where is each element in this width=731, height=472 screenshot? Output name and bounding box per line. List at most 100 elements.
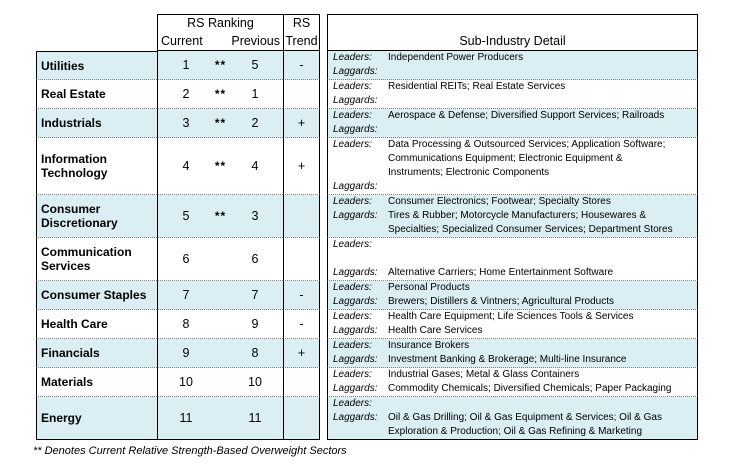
rs-ranking-cell: 5 ** 3: [157, 195, 283, 238]
rs-trend-title-line1: RS: [292, 16, 311, 30]
detail-text: Insurance Brokers: [388, 340, 470, 351]
detail-label: Laggards:: [333, 354, 378, 365]
column-gap: [320, 51, 327, 80]
detail-line: Leaders: Aerospace & Defense; Diversified…: [328, 109, 697, 123]
detail-line: Leaders: Industrial Gases; Metal & Glass …: [328, 368, 697, 382]
rank-current-value: 10: [179, 375, 193, 389]
sector-cell: Health Care: [36, 310, 157, 339]
detail-text: Aerospace & Defense; Diversified Support…: [388, 110, 665, 121]
rank-previous-value: 2: [251, 116, 259, 130]
overweight-stars: **: [214, 159, 227, 173]
detail-line: Laggards:: [328, 94, 697, 108]
sector-name: Health Care: [41, 317, 108, 331]
trend-value: +: [297, 346, 306, 360]
detail-line: Laggards:: [328, 123, 697, 137]
detail-label: Leaders:: [333, 369, 372, 380]
rank-previous-value: 9: [251, 317, 259, 331]
rank-current-value: 7: [182, 288, 190, 302]
trend-value: +: [297, 116, 306, 130]
detail-line: Laggards:: [328, 65, 697, 79]
column-gap: [320, 138, 327, 195]
detail-label: Laggards:: [333, 66, 378, 77]
overweight-stars: **: [214, 209, 227, 223]
sub-industry-cell: Leaders: Industrial Gases; Metal & Glass …: [327, 368, 698, 397]
rank-previous-value: 8: [251, 346, 259, 360]
detail-line: Leaders: Data Processing & Outsourced Ser…: [328, 138, 697, 152]
detail-line: Leaders: Insurance Brokers: [328, 339, 697, 353]
rs-trend-title-line2: Trend: [285, 34, 318, 48]
sub-industry-cell: Leaders: Laggards: Oil & Gas Drilling; Oil…: [327, 397, 698, 440]
rs-ranking-cell: 3 ** 2: [157, 109, 283, 138]
detail-label: Leaders:: [333, 52, 372, 63]
detail-label: Leaders:: [333, 139, 372, 150]
overweight-stars: **: [214, 87, 227, 101]
detail-label: [328, 425, 388, 439]
detail-label: Laggards:: [333, 383, 378, 394]
header-empty-corner: [36, 14, 157, 51]
overweight-stars: **: [214, 116, 227, 130]
detail-text: Oil & Gas Drilling; Oil & Gas Equipment …: [388, 412, 662, 423]
detail-label: [328, 252, 388, 266]
detail-line: Leaders: Personal Products: [328, 281, 697, 295]
sub-industry-cell: Leaders: Residential REITs; Real Estate S…: [327, 80, 698, 109]
rs-ranking-cell: 4 ** 4: [157, 138, 283, 195]
detail-text: Communications Equipment; Electronic Equ…: [388, 153, 623, 164]
column-gap: [320, 310, 327, 339]
sector-cell: Materials: [36, 368, 157, 397]
detail-line: Laggards: Tires & Rubber; Motorcycle Manu…: [328, 209, 697, 223]
rank-current-value: 4: [182, 159, 190, 173]
detail-label: Laggards:: [333, 296, 378, 307]
rank-previous-value: 10: [248, 375, 262, 389]
detail-text: Specialties; Specialized Consumer Servic…: [388, 224, 673, 235]
detail-line: Leaders:: [328, 238, 697, 252]
rs-ranking-cell: 6 6: [157, 238, 283, 281]
header-rs-ranking: RS Ranking Current Previous: [157, 14, 283, 51]
detail-label: Leaders:: [333, 340, 372, 351]
sub-industry-title: Sub-Industry Detail: [459, 34, 566, 48]
detail-label: Laggards:: [333, 267, 378, 278]
column-gap: [320, 238, 327, 281]
sector-cell: Utilities: [36, 51, 157, 80]
trend-value: -: [299, 288, 304, 302]
detail-line: Laggards: Commodity Chemicals; Diversifie…: [328, 382, 697, 396]
detail-line: Leaders: Consumer Electronics; Footwear; …: [328, 195, 697, 209]
rank-previous-value: 4: [251, 159, 259, 173]
rs-trend-cell: -: [283, 51, 320, 80]
detail-text: Tires & Rubber; Motorcycle Manufacturers…: [388, 210, 647, 221]
rank-current-value: 9: [182, 346, 190, 360]
sector-cell: Information Technology: [36, 138, 157, 195]
trend-value: -: [299, 58, 304, 72]
rs-trend-cell: +: [283, 339, 320, 368]
rank-current-value: 2: [182, 87, 190, 101]
detail-label: Leaders:: [333, 239, 372, 250]
sector-name: Industrials: [41, 116, 102, 130]
rank-previous-value: 11: [248, 411, 262, 425]
sub-industry-cell: Leaders: Insurance Brokers Laggards: Invest…: [327, 339, 698, 368]
trend-value: +: [297, 159, 306, 173]
detail-label: [328, 152, 388, 166]
detail-text: Data Processing & Outsourced Services; A…: [388, 139, 666, 150]
detail-line: [328, 252, 697, 266]
detail-label: Laggards:: [333, 325, 378, 336]
column-gap: [320, 195, 327, 238]
rank-current-value: 6: [182, 252, 190, 266]
detail-text: Consumer Electronics; Footwear; Specialt…: [388, 196, 611, 207]
rs-trend-cell: [283, 368, 320, 397]
rs-ranking-title: RS Ranking: [187, 16, 254, 30]
rank-previous-value: 1: [251, 87, 259, 101]
column-gap: [320, 281, 327, 310]
detail-text: Industrial Gases; Metal & Glass Containe…: [388, 369, 580, 380]
detail-line: Exploration & Production; Oil & Gas Refi…: [328, 425, 697, 439]
detail-text: Independent Power Producers: [388, 52, 524, 63]
sector-name: Communication Services: [41, 245, 132, 273]
detail-line: Laggards: Alternative Carriers; Home Ente…: [328, 266, 697, 280]
sub-industry-cell: Leaders: Consumer Electronics; Footwear; …: [327, 195, 698, 238]
rs-trend-cell: +: [283, 109, 320, 138]
detail-label: [328, 166, 388, 180]
detail-text: Residential REITs; Real Estate Services: [388, 81, 566, 92]
sector-name: Utilities: [41, 58, 85, 73]
rs-trend-cell: [283, 238, 320, 281]
rank-current-value: 3: [182, 116, 190, 130]
sector-cell: Financials: [36, 339, 157, 368]
